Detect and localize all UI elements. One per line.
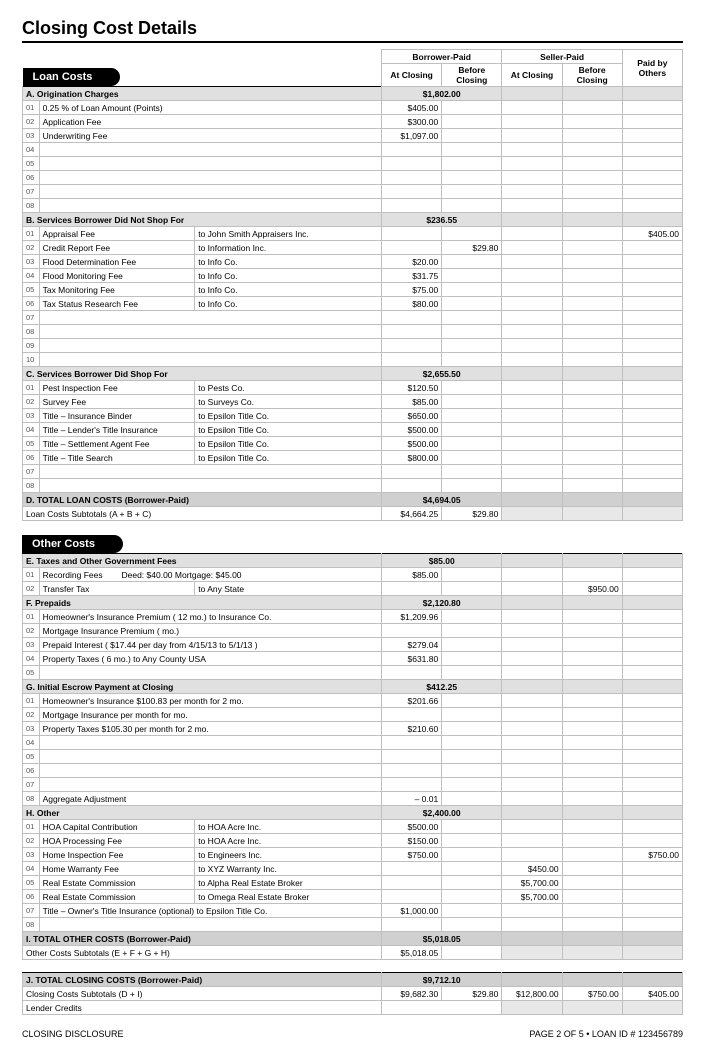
section-header: C. Services Borrower Did Shop For	[23, 367, 382, 381]
line-item: 01HOA Capital Contributionto HOA Acre In…	[23, 820, 683, 834]
row-lender-credits: Lender Credits	[23, 1001, 683, 1015]
line-item: 01Recording Fees Deed: $40.00 Mortgage: …	[23, 568, 683, 582]
line-item: 02Survey Feeto Surveys Co.$85.00	[23, 395, 683, 409]
line-item: 01Homeowner's Insurance Premium ( 12 mo.…	[23, 610, 683, 624]
line-item: 02Application Fee$300.00	[23, 115, 683, 129]
section-header: B. Services Borrower Did Not Shop For	[23, 213, 382, 227]
line-item: 03Title – Insurance Binderto Epsilon Tit…	[23, 409, 683, 423]
line-item: 03Property Taxes $105.30 per month for 2…	[23, 722, 683, 736]
line-item: 02Mortgage Insurance Premium ( mo.)	[23, 624, 683, 638]
section-header: F. Prepaids	[23, 596, 382, 610]
line-item: 04Home Warranty Feeto XYZ Warranty Inc.$…	[23, 862, 683, 876]
row-total-D: D. TOTAL LOAN COSTS (Borrower-Paid) $4,6…	[23, 493, 683, 507]
line-item: 08	[23, 479, 683, 493]
line-item: 05Title – Settlement Agent Feeto Epsilon…	[23, 437, 683, 451]
line-item: 03Prepaid Interest ( $17.44 per day from…	[23, 638, 683, 652]
line-item: 01Homeowner's Insurance $100.83 per mont…	[23, 694, 683, 708]
line-item: 02HOA Processing Feeto HOA Acre Inc.$150…	[23, 834, 683, 848]
line-item: 07	[23, 465, 683, 479]
row-subtotal-J: Closing Costs Subtotals (D + I) $9,682.3…	[23, 987, 683, 1001]
line-item: 10	[23, 353, 683, 367]
line-item: 02Mortgage Insurance per month for mo.	[23, 708, 683, 722]
line-item: 02Credit Report Feeto Information Inc.$2…	[23, 241, 683, 255]
other-costs-header: Other Costs	[22, 535, 123, 553]
line-item: 09	[23, 339, 683, 353]
section-header: E. Taxes and Other Government Fees	[23, 554, 382, 568]
loan-costs-table: Loan Costs Borrower-Paid Seller-Paid Pai…	[22, 49, 683, 521]
line-item: 08	[23, 325, 683, 339]
line-item: 05Tax Monitoring Feeto Info Co.$75.00	[23, 283, 683, 297]
line-item: 07	[23, 778, 683, 792]
line-item: 06Title – Title Searchto Epsilon Title C…	[23, 451, 683, 465]
col-seller-paid: Seller-Paid	[502, 50, 622, 64]
line-item: 03Flood Determination Feeto Info Co.$20.…	[23, 255, 683, 269]
line-item: 010.25 % of Loan Amount (Points)$405.00	[23, 101, 683, 115]
line-item: 03Underwriting Fee$1,097.00	[23, 129, 683, 143]
col-borrower-paid: Borrower-Paid	[382, 50, 502, 64]
line-item: 06Tax Status Research Feeto Info Co.$80.…	[23, 297, 683, 311]
row-total-J: J. TOTAL CLOSING COSTS (Borrower-Paid) $…	[23, 973, 683, 987]
col-paid-others: Paid by Others	[622, 50, 682, 87]
line-item: 04	[23, 143, 683, 157]
line-item: 04Title – Lender's Title Insuranceto Eps…	[23, 423, 683, 437]
other-costs-table: E. Taxes and Other Government Fees$85.00…	[22, 553, 683, 960]
line-item: 05	[23, 157, 683, 171]
row-subtotal-I: Other Costs Subtotals (E + F + G + H) $5…	[23, 946, 683, 960]
line-item: 07	[23, 185, 683, 199]
line-item: 01Appraisal Feeto John Smith Appraisers …	[23, 227, 683, 241]
line-item: 01Pest Inspection Feeto Pests Co.$120.50	[23, 381, 683, 395]
section-header: A. Origination Charges	[23, 87, 382, 101]
line-item: 08Aggregate Adjustment– 0.01	[23, 792, 683, 806]
loan-costs-header: Loan Costs	[23, 68, 121, 86]
section-header: G. Initial Escrow Payment at Closing	[23, 680, 382, 694]
line-item: 06	[23, 171, 683, 185]
row-total-I: I. TOTAL OTHER COSTS (Borrower-Paid) $5,…	[23, 932, 683, 946]
line-item: 05	[23, 750, 683, 764]
line-item: 06	[23, 764, 683, 778]
footer-left: CLOSING DISCLOSURE	[22, 1029, 124, 1039]
line-item: 04Property Taxes ( 6 mo.) to Any County …	[23, 652, 683, 666]
line-item: 06Real Estate Commissionto Omega Real Es…	[23, 890, 683, 904]
footer-right: PAGE 2 OF 5 • LOAN ID # 123456789	[529, 1029, 683, 1039]
line-item: 05Real Estate Commissionto Alpha Real Es…	[23, 876, 683, 890]
line-item: 04	[23, 736, 683, 750]
line-item: 02Transfer Taxto Any State$950.00	[23, 582, 683, 596]
row-subtotal-D: Loan Costs Subtotals (A + B + C) $4,664.…	[23, 507, 683, 521]
line-item: 08	[23, 199, 683, 213]
total-closing-table: J. TOTAL CLOSING COSTS (Borrower-Paid) $…	[22, 972, 683, 1015]
line-item: 05	[23, 666, 683, 680]
section-header: H. Other	[23, 806, 382, 820]
line-item: 07	[23, 311, 683, 325]
line-item: 08	[23, 918, 683, 932]
line-item: 04Flood Monitoring Feeto Info Co.$31.75	[23, 269, 683, 283]
line-item: 07Title – Owner's Title Insurance (optio…	[23, 904, 683, 918]
page-title: Closing Cost Details	[22, 18, 683, 43]
line-item: 03Home Inspection Feeto Engineers Inc.$7…	[23, 848, 683, 862]
